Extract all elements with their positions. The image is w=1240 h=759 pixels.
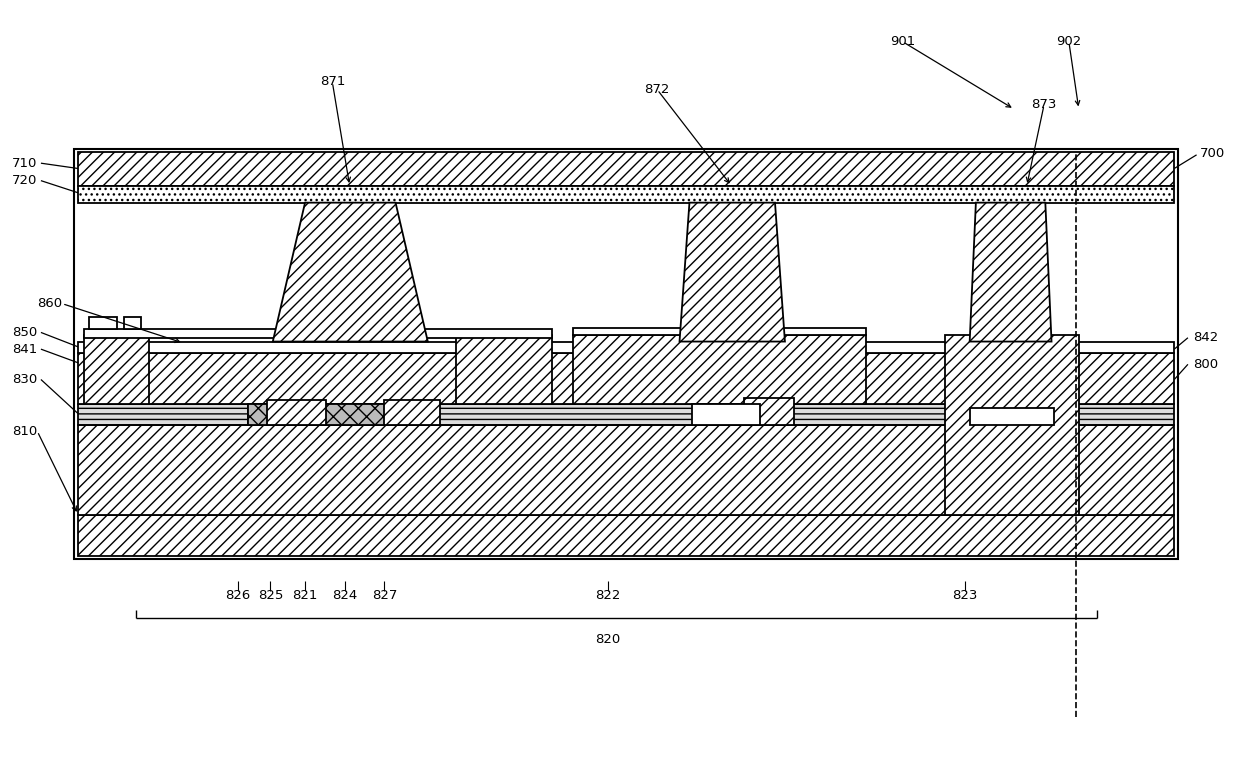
Bar [78, 152, 1174, 186]
Text: 824: 824 [332, 589, 357, 603]
Text: 830: 830 [12, 373, 37, 386]
Polygon shape [273, 203, 428, 342]
Bar [744, 398, 794, 425]
Text: 872: 872 [645, 83, 670, 96]
Bar [84, 329, 552, 338]
Text: 710: 710 [12, 156, 37, 170]
Text: 827: 827 [372, 589, 397, 603]
Bar [248, 404, 391, 425]
Text: 822: 822 [595, 589, 620, 603]
Bar [573, 328, 866, 335]
Text: 901: 901 [890, 35, 915, 49]
Text: 821: 821 [293, 589, 317, 603]
Bar [74, 149, 1178, 559]
Bar [78, 404, 1174, 425]
Bar [248, 406, 347, 423]
Bar [78, 353, 1174, 404]
Polygon shape [680, 203, 785, 342]
Text: 902: 902 [1056, 35, 1081, 49]
Text: 873: 873 [1032, 98, 1056, 112]
Text: 860: 860 [37, 297, 62, 310]
Text: 820: 820 [595, 632, 620, 646]
Bar [970, 408, 1054, 425]
Text: 871: 871 [320, 75, 345, 89]
Polygon shape [573, 335, 866, 404]
Text: 810: 810 [12, 424, 37, 438]
Bar [384, 400, 440, 425]
Bar [456, 335, 552, 404]
Text: 700: 700 [1200, 146, 1225, 160]
Bar [84, 335, 149, 404]
Text: 823: 823 [952, 589, 977, 603]
Bar [267, 400, 326, 425]
Bar [692, 404, 760, 425]
Bar [78, 342, 1174, 353]
Bar [89, 317, 117, 329]
Bar [78, 425, 1174, 515]
Polygon shape [970, 203, 1052, 342]
Text: 720: 720 [12, 174, 37, 187]
Text: 850: 850 [12, 326, 37, 339]
Text: 826: 826 [226, 589, 250, 603]
Bar [945, 335, 1079, 515]
Text: 841: 841 [12, 342, 37, 356]
Text: 825: 825 [258, 589, 283, 603]
Text: 800: 800 [1193, 357, 1218, 371]
Bar [78, 186, 1174, 203]
Text: 842: 842 [1193, 331, 1218, 345]
Bar [78, 515, 1174, 556]
Bar [124, 317, 141, 329]
